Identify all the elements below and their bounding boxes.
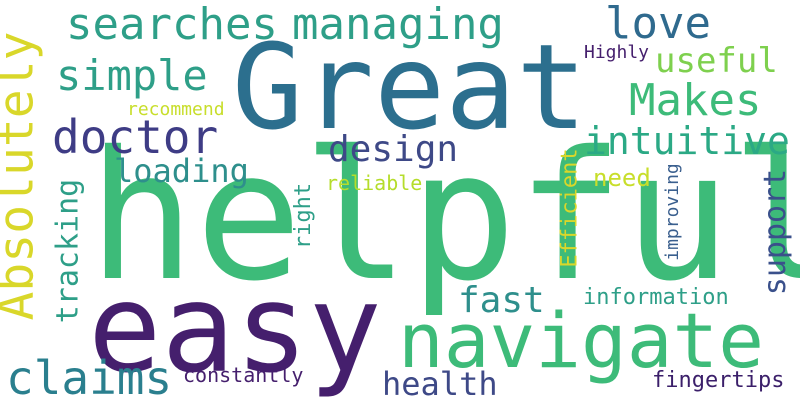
word-easy: easy <box>88 258 382 400</box>
word-fast: fast <box>458 280 545 321</box>
word-support: support <box>758 168 794 296</box>
word-fingertips: fingertips <box>652 368 785 393</box>
word-claims: claims <box>6 351 173 400</box>
word-doctor: doctor <box>52 110 219 164</box>
word-simple: simple <box>56 51 208 100</box>
word-managing: managing <box>292 0 504 50</box>
word-searches: searches <box>66 0 278 50</box>
word-reliable: reliable <box>326 171 423 195</box>
word-information: information <box>583 285 729 310</box>
word-highly: Highly <box>584 42 650 63</box>
word-helpful: helpful <box>88 113 800 320</box>
word-constantly: constantly <box>183 363 304 387</box>
word-loading: loading <box>114 152 249 190</box>
word-absolutely: Absolutely <box>0 31 45 321</box>
word-useful: useful <box>655 41 778 81</box>
word-recommend: recommend <box>127 99 225 120</box>
word-design: design <box>328 129 459 170</box>
word-makes: Makes <box>629 75 762 126</box>
word-efficient: Efficient <box>557 148 583 268</box>
word-great: Great <box>232 18 588 156</box>
word-love: love <box>605 0 711 49</box>
word-right: right <box>291 182 317 250</box>
word-health: health <box>382 365 498 400</box>
word-improving: improving <box>661 163 683 261</box>
word-tracking: tracking <box>50 178 86 324</box>
word-navigate: navigate <box>398 296 765 385</box>
word-need: need <box>593 164 651 192</box>
word-intuitive: intuitive <box>584 119 790 163</box>
